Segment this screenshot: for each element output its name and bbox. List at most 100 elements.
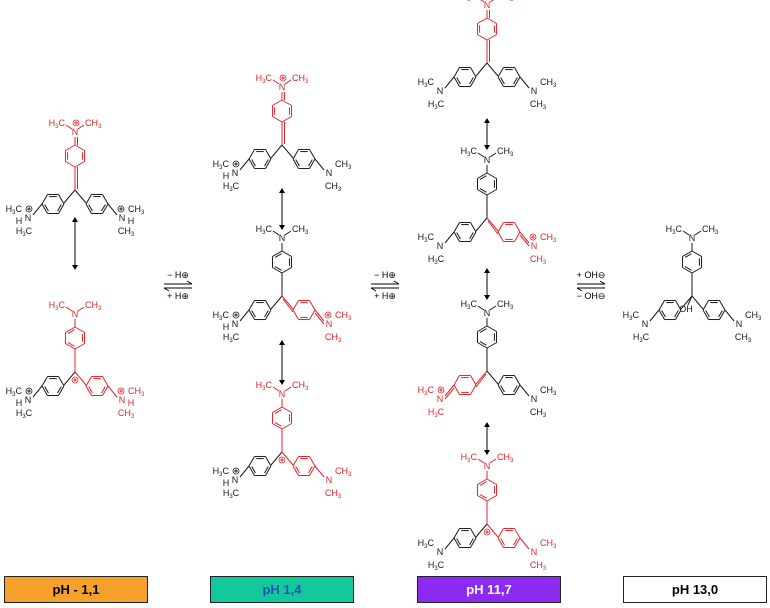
- ring-bond: [691, 267, 702, 274]
- resonance-arrow: [484, 268, 490, 300]
- ring-bond: [281, 99, 292, 106]
- ring-bond: [486, 17, 497, 24]
- methyl-label: CH3: [325, 488, 342, 500]
- nitrogen-label: N: [72, 309, 79, 319]
- ring-bond: [514, 537, 521, 548]
- resonance-arrow: [484, 422, 490, 455]
- hydrogen-label: H: [223, 171, 230, 181]
- charge-plus-icon: [25, 205, 33, 213]
- methyl-label: CH3: [540, 385, 557, 397]
- arrow-head: [393, 280, 400, 285]
- ring-double-bond: [513, 77, 518, 85]
- ring-double-bond: [456, 232, 461, 240]
- methyl-label: CH3: [497, 0, 514, 3]
- methyl-label: CH3: [292, 380, 309, 392]
- ring-bond: [453, 384, 460, 395]
- methyl-label: H3C: [461, 452, 478, 464]
- amine-bond: [519, 231, 530, 244]
- methyl-label: CH3: [292, 73, 309, 85]
- ring-bond: [292, 309, 299, 320]
- methyl-label: H3C: [623, 310, 640, 322]
- methyl-label: CH3: [530, 560, 547, 572]
- methyl-label: CH3: [335, 310, 352, 322]
- amine-bond: [239, 309, 250, 322]
- ring-bond: [486, 189, 497, 196]
- ring-double-bond: [251, 159, 256, 167]
- nitrogen-label: N: [232, 319, 239, 329]
- ring-bond: [514, 222, 521, 233]
- ring-bond: [248, 465, 255, 476]
- ring-bond: [453, 67, 460, 78]
- hydrogen-label: H: [16, 216, 23, 226]
- resonance-arrow: [279, 340, 285, 385]
- methyl-label: H3C: [256, 73, 273, 85]
- nitrogen-label: N: [232, 475, 239, 485]
- methyl-label: H3C: [223, 488, 240, 500]
- ring-bond: [74, 326, 85, 333]
- arrow-head: [163, 287, 170, 292]
- ring-bond: [65, 326, 76, 333]
- equilibrium-upper-label: − H⊕: [167, 270, 189, 280]
- charge-plus-icon: [529, 233, 537, 241]
- methyl-label: H3C: [6, 386, 23, 398]
- ring-bond: [65, 144, 76, 151]
- equilibrium-arrow: − H⊕ + H⊕: [370, 270, 400, 301]
- ring-bond: [74, 161, 85, 168]
- ring-double-bond: [274, 422, 282, 427]
- bridge-bond: [475, 62, 488, 77]
- ring-bond: [470, 537, 477, 548]
- ring-bond: [309, 465, 316, 476]
- charge-plus-icon: [117, 387, 125, 395]
- methyl-label: CH3: [540, 77, 557, 89]
- ring-bond: [486, 172, 497, 179]
- nitrogen-label: N: [279, 82, 286, 92]
- ring-bond: [453, 222, 460, 233]
- ring-bond: [248, 456, 255, 467]
- ring-bond: [497, 67, 504, 78]
- ring-bond: [514, 76, 521, 87]
- methyl-label: CH3: [540, 538, 557, 550]
- ring-bond: [658, 300, 665, 311]
- charge-plus-icon: [279, 74, 287, 82]
- methyl-label: H3C: [256, 224, 273, 236]
- methyl-label: H3C: [428, 560, 445, 572]
- ring-bond: [497, 231, 504, 242]
- methyl-bond: [489, 458, 497, 464]
- ring-bond: [65, 343, 76, 350]
- methyl-label: H3C: [213, 310, 230, 322]
- nitrogen-label: N: [326, 475, 333, 485]
- bridge-bond: [475, 523, 488, 538]
- ring-bond: [272, 250, 283, 257]
- ring-bond: [41, 385, 48, 396]
- methyl-label: H3C: [213, 159, 230, 171]
- ring-double-bond: [469, 538, 474, 546]
- ring-bond: [470, 67, 477, 78]
- nitrogen-label: N: [531, 547, 538, 557]
- ring-bond: [272, 406, 283, 413]
- arrow-head: [484, 450, 490, 455]
- ring-double-bond: [67, 329, 75, 334]
- nitrogen-label: N: [642, 319, 649, 329]
- bridge-bond: [486, 523, 499, 538]
- charge-plus-icon: [117, 205, 125, 213]
- methyl-label: CH3: [745, 310, 762, 322]
- methyl-label: CH3: [497, 299, 514, 311]
- ring-double-bond: [500, 77, 505, 85]
- methyl-label: H3C: [461, 146, 478, 158]
- ring-bond: [497, 537, 504, 548]
- methyl-bond: [272, 386, 280, 392]
- methyl-label: H3C: [633, 332, 650, 344]
- nitrogen-label: N: [232, 168, 239, 178]
- ring-double-bond: [101, 386, 106, 394]
- ring-bond: [292, 456, 299, 467]
- ring-bond: [477, 495, 488, 502]
- resonance-arrow: [72, 217, 78, 270]
- bridge-bond: [63, 371, 76, 386]
- ring-bond: [309, 158, 316, 169]
- amine-bond: [444, 76, 455, 89]
- methyl-label: H3C: [256, 380, 273, 392]
- ring-bond: [497, 528, 504, 539]
- methyl-label: H3C: [428, 407, 445, 419]
- ring-bond: [102, 203, 109, 214]
